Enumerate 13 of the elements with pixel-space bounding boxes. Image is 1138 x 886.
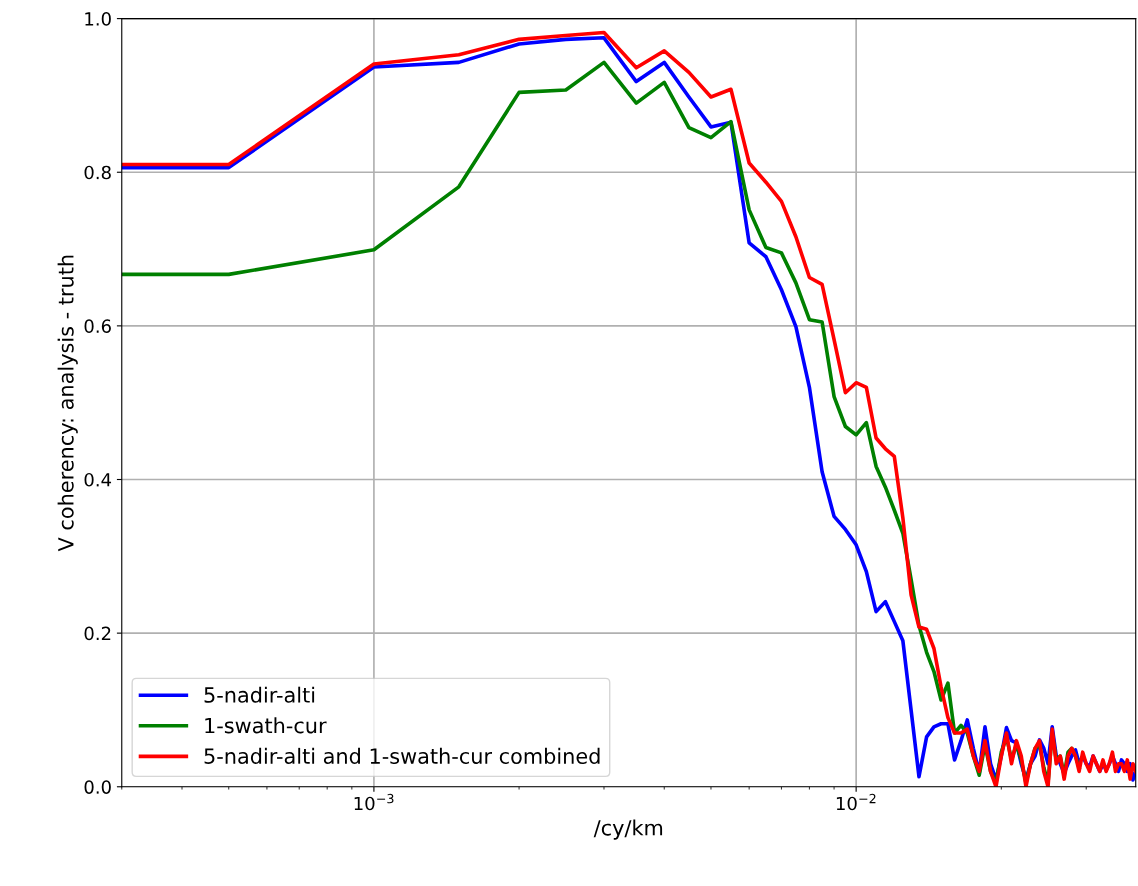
x-tick-label: 10$^{−2}$ (836, 793, 876, 811)
x-tick-label: 10$^{−3}$ (354, 793, 394, 811)
legend-label: 5-nadir-alti (204, 686, 315, 703)
y-tick-label: 0.8 (84, 165, 111, 180)
y-tick-label: 1.0 (85, 12, 111, 26)
y-tick-label: 0.2 (84, 626, 111, 641)
x-axis-title: /cy/km (593, 819, 663, 840)
y-axis-title: V coherency: analysis - truth (57, 255, 78, 552)
y-tick-label: 0.6 (84, 319, 111, 333)
legend-label: 1-swath-cur (205, 717, 327, 734)
y-tick-label: 0.0 (84, 780, 111, 794)
legend-label: 5-nadir-alti and 1-swath-cur combined (204, 747, 600, 764)
y-tick-label: 0.4 (84, 472, 112, 487)
